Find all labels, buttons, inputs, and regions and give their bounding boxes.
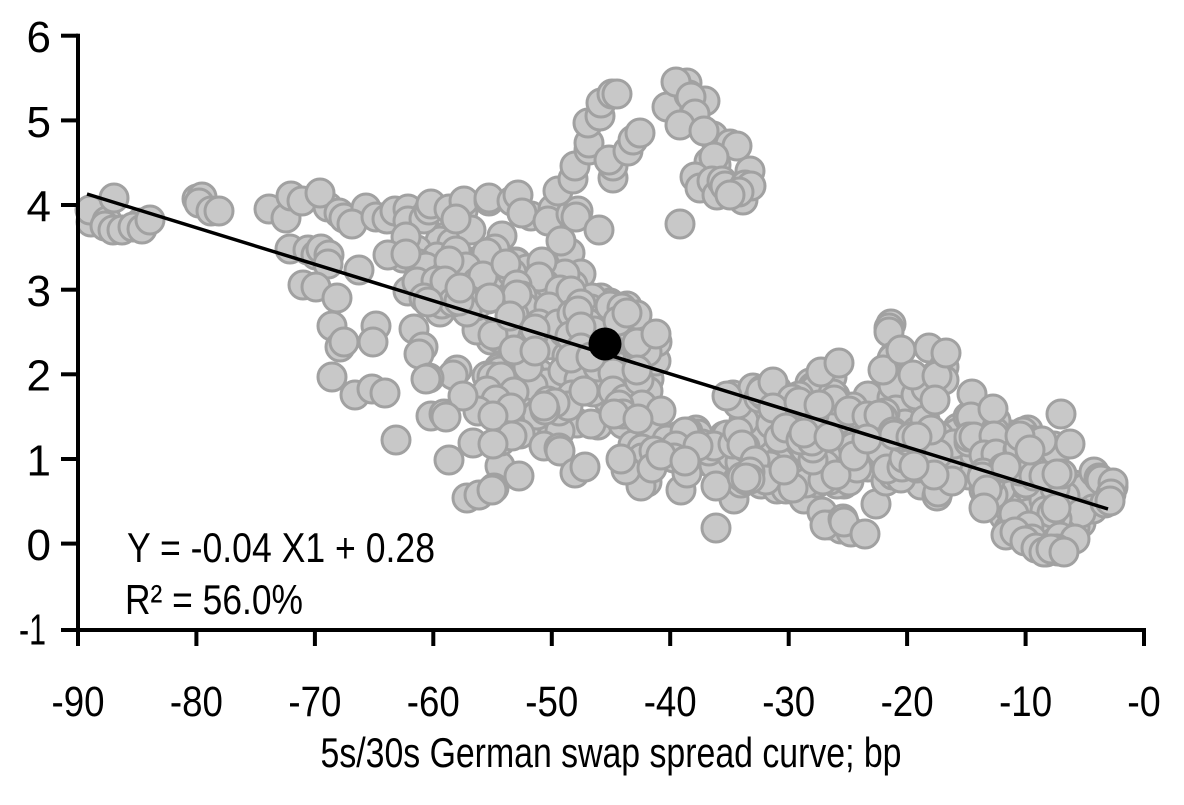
svg-text:-0: -0 (1127, 678, 1161, 726)
svg-text:6: 6 (27, 13, 51, 62)
svg-text:1: 1 (27, 436, 51, 485)
svg-text:-50: -50 (525, 678, 578, 726)
svg-text:-80: -80 (170, 678, 223, 726)
svg-text:R² = 56.0%: R² = 56.0% (125, 576, 303, 623)
svg-text:-20: -20 (881, 678, 934, 726)
svg-text:0: 0 (27, 521, 51, 570)
svg-text:-1: -1 (19, 606, 46, 655)
svg-text:-70: -70 (288, 678, 341, 726)
svg-text:-40: -40 (644, 678, 697, 726)
svg-text:5: 5 (27, 98, 51, 147)
svg-text:-60: -60 (407, 678, 460, 726)
svg-text:-10: -10 (999, 678, 1052, 726)
svg-text:Y = -0.04 X1 + 0.28: Y = -0.04 X1 + 0.28 (127, 524, 435, 571)
svg-text:4: 4 (27, 182, 51, 231)
svg-text:-90: -90 (52, 678, 105, 726)
svg-text:5s/30s German swap spread curv: 5s/30s German swap spread curve; bp (321, 729, 902, 776)
svg-text:-30: -30 (762, 678, 815, 726)
svg-text:3: 3 (27, 267, 51, 316)
svg-text:2: 2 (27, 352, 51, 401)
